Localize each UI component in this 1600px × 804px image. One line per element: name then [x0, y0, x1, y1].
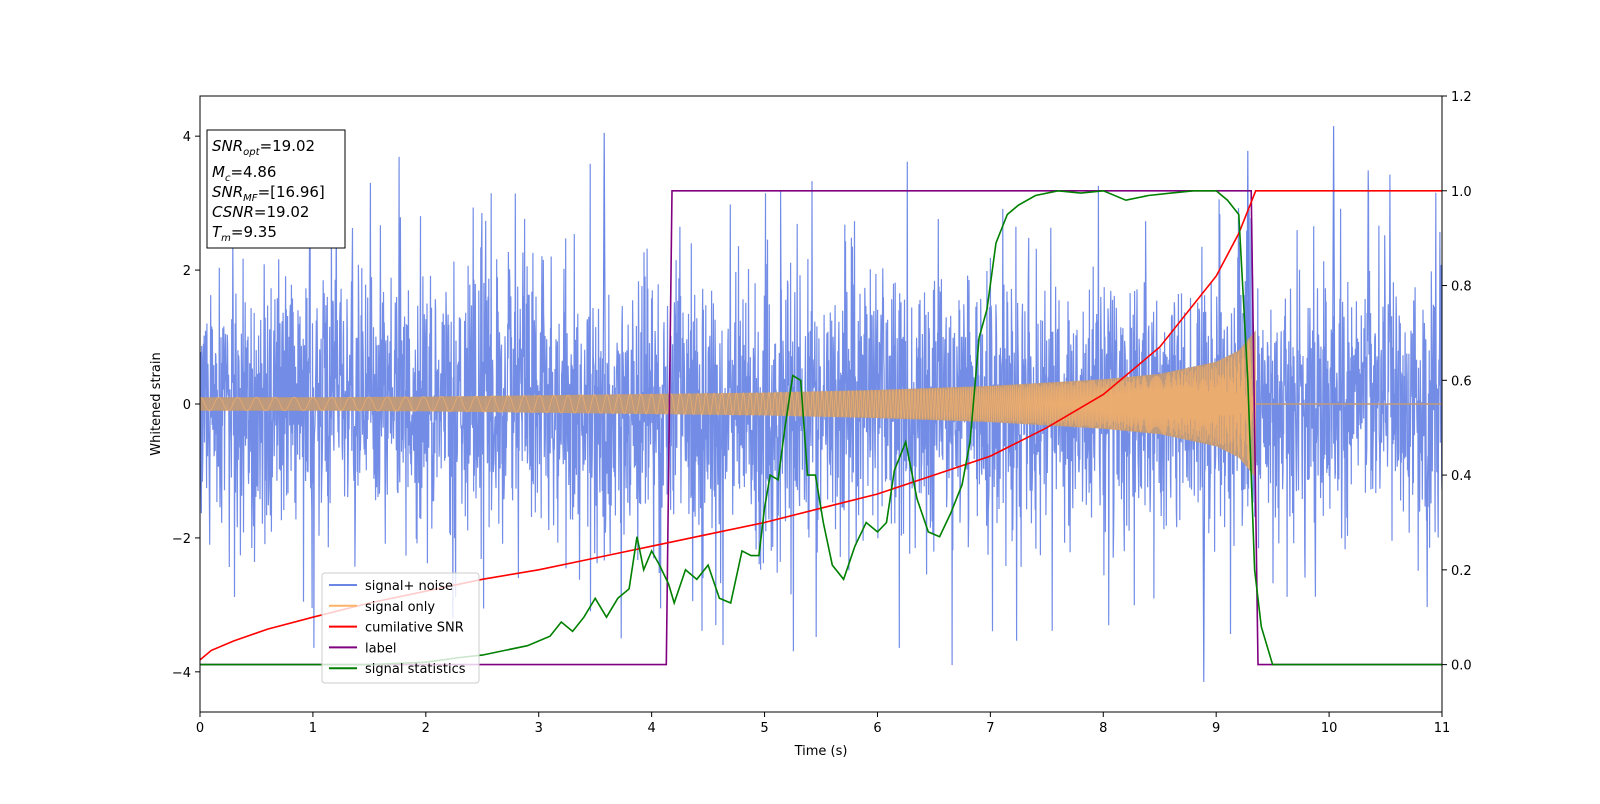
- info-line-value: =19.02: [260, 137, 316, 155]
- x-tick-label: 9: [1212, 721, 1220, 736]
- info-line-value: =9.35: [231, 223, 277, 241]
- noise-spike-0: [602, 132, 606, 405]
- legend-frame: [321, 572, 480, 684]
- series-line-cumulative-snr: [200, 190, 1442, 661]
- y-left-tick-label: 4: [183, 130, 191, 145]
- y-axis-right: 0.0 0.2 0.4 0.6 0.8 1.0 1.2: [1442, 90, 1472, 674]
- x-tick-label: 0: [196, 721, 204, 736]
- info-line-subscript: opt: [243, 147, 260, 158]
- x-tick-label: 1: [309, 721, 317, 736]
- x-tick-label: 5: [760, 721, 768, 736]
- y-right-tick-label: 0.2: [1451, 564, 1472, 579]
- y-right-tick-label: 1.0: [1451, 185, 1472, 200]
- info-line-subscript: MF: [243, 193, 258, 204]
- legend-label: signal only: [365, 600, 435, 615]
- y-left-tick-label: −2: [172, 532, 191, 547]
- info-line-value: =4.86: [230, 163, 276, 181]
- x-axis: 0 1 2 3 4 5 6 7 8 9 10 11: [196, 712, 1450, 736]
- noise-spike-2: [1246, 150, 1250, 405]
- info-line-value: =[16.96]: [258, 183, 325, 201]
- x-tick-label: 2: [422, 721, 430, 736]
- x-tick-label: 8: [1099, 721, 1107, 736]
- y-right-tick-label: 0.0: [1451, 659, 1472, 674]
- y-right-tick-label: 0.8: [1451, 280, 1472, 295]
- x-tick-label: 6: [873, 721, 881, 736]
- legend: signal+ noise signal only cumilative SNR la…: [321, 572, 480, 684]
- y-left-tick-label: 2: [183, 264, 191, 279]
- y-axis-left: −4 −2 0 2 4: [172, 130, 200, 681]
- x-tick-label: 7: [986, 721, 994, 736]
- info-line-name: T: [212, 223, 223, 241]
- info-box-frame: [206, 129, 346, 249]
- info-line: CSNR=19.02: [212, 203, 309, 221]
- y-left-tick-label: −4: [172, 666, 191, 681]
- x-tick-label: 11: [1434, 721, 1451, 736]
- x-tick-label: 3: [535, 721, 543, 736]
- series-group: [200, 126, 1442, 682]
- info-line: SNRMF=[16.96]: [212, 183, 325, 204]
- info-line-name: SNR: [212, 183, 243, 201]
- info-line-name: M: [212, 163, 225, 181]
- y-right-tick-label: 0.4: [1451, 469, 1472, 484]
- info-line: Tm=9.35: [212, 223, 277, 244]
- y-right-tick-label: 1.2: [1451, 90, 1472, 105]
- info-line-subscript: m: [221, 233, 231, 244]
- info-line-name: SNR: [212, 137, 243, 155]
- series-fill-signal-only: [200, 330, 1256, 478]
- info-line-name: CSNR: [212, 203, 254, 221]
- series-line-signal-statistics: [200, 189, 1442, 666]
- plot-area: [200, 126, 1442, 682]
- y-right-tick-label: 0.6: [1451, 374, 1472, 389]
- legend-label: cumilative SNR: [365, 621, 464, 636]
- info-line: SNRopt=19.02: [212, 137, 315, 158]
- x-tick-label: 4: [647, 721, 655, 736]
- noise-spike-1: [1331, 126, 1336, 405]
- legend-label: label: [365, 641, 396, 656]
- info-line-subscript: c: [225, 173, 231, 184]
- y-axis-label: Whitened strain: [149, 352, 164, 455]
- series-line-signal-only: [200, 338, 1257, 469]
- y-left-tick-label: 0: [183, 398, 191, 413]
- info-box: SNRopt=19.02Mc=4.86SNRMF=[16.96]CSNR=19.…: [206, 129, 346, 249]
- x-tick-label: 10: [1321, 721, 1338, 736]
- legend-label: signal statistics: [365, 662, 466, 677]
- x-axis-label: Time (s): [794, 744, 848, 759]
- legend-label: signal+ noise: [365, 579, 453, 594]
- info-line-value: =19.02: [254, 203, 310, 221]
- info-line: Mc=4.86: [212, 163, 276, 184]
